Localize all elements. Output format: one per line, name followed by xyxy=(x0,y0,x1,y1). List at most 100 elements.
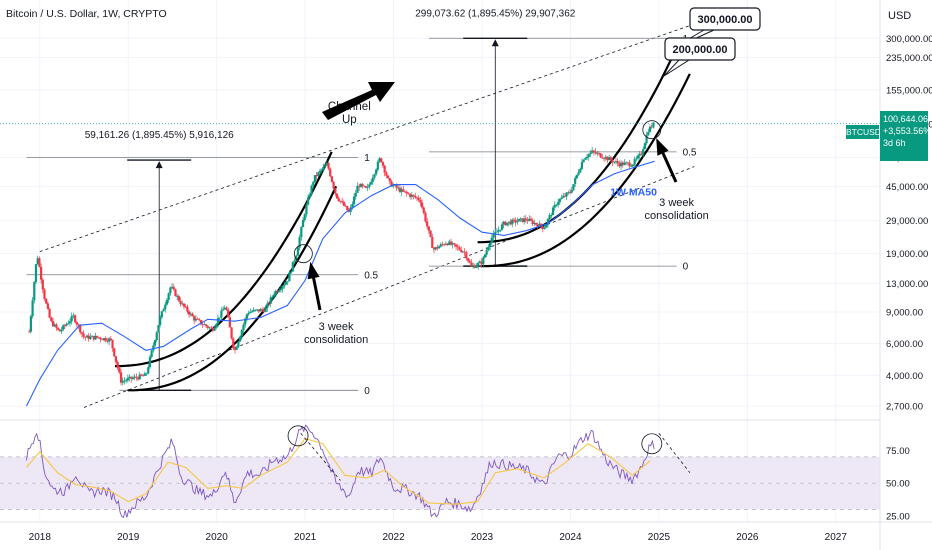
candle-down xyxy=(174,289,177,297)
rsi-series xyxy=(26,424,691,519)
candle-up xyxy=(157,325,160,333)
candle-up xyxy=(300,227,303,238)
fib-level-label: 1 xyxy=(364,153,370,164)
consolidation-arrow-head xyxy=(307,261,320,280)
price-tag-symbol: BTCUSD xyxy=(846,125,881,139)
candle-up xyxy=(164,304,167,310)
candle-up xyxy=(125,380,128,382)
candle-down xyxy=(334,188,337,194)
candle-up xyxy=(216,318,220,325)
candle-down xyxy=(276,290,279,292)
candle-down xyxy=(465,252,468,259)
candle-down xyxy=(104,338,107,341)
candle-down xyxy=(38,258,41,267)
candle-up xyxy=(160,311,163,318)
currency-selector[interactable]: USD xyxy=(888,10,912,22)
candle-down xyxy=(473,265,476,268)
candle-down xyxy=(92,335,95,340)
candle-up xyxy=(94,335,97,340)
candle-down xyxy=(198,319,201,321)
candle-up xyxy=(487,246,490,251)
candle-up xyxy=(492,233,495,238)
candle-up xyxy=(291,261,294,272)
candle-down xyxy=(463,251,466,253)
candle-down xyxy=(426,221,429,227)
candle-down xyxy=(315,175,318,177)
candle-up xyxy=(269,297,272,304)
candle-up xyxy=(619,162,623,167)
candle-up xyxy=(68,321,72,324)
candle-up xyxy=(281,286,284,289)
candle-down xyxy=(441,244,444,246)
candle-down xyxy=(335,193,339,199)
candle-up xyxy=(283,284,286,287)
candle-up xyxy=(517,219,521,222)
y-tick-label: 29,000.00 xyxy=(886,216,928,227)
candle-down xyxy=(640,153,643,155)
candle-down xyxy=(364,186,368,188)
candle-up xyxy=(546,218,550,225)
candle-up xyxy=(582,159,585,163)
candle-down xyxy=(96,335,99,338)
y-tick-label: 4,000.00 xyxy=(886,371,923,382)
consolidation-arrow-head xyxy=(656,138,669,156)
candle-up xyxy=(301,220,305,228)
candle-up xyxy=(218,317,221,319)
candle-down xyxy=(412,194,415,196)
price-tag-countdown: 3d 6h xyxy=(883,138,906,148)
candle-up xyxy=(478,261,482,263)
candle-down xyxy=(415,197,419,199)
candle-down xyxy=(206,326,209,328)
y-tick-label: 300,000.00 xyxy=(886,34,932,45)
candle-down xyxy=(592,150,595,152)
candle-up xyxy=(85,335,89,338)
candle-up xyxy=(519,218,522,220)
candle-down xyxy=(199,320,203,325)
candle-down xyxy=(536,224,539,228)
candle-up xyxy=(489,243,492,247)
candle-up xyxy=(376,161,379,170)
candle-down xyxy=(541,226,544,230)
candle-down xyxy=(63,325,67,327)
candle-up xyxy=(273,294,276,297)
rsi-trend-line xyxy=(300,432,341,481)
candle-down xyxy=(56,327,60,330)
candle-down xyxy=(211,328,214,331)
candle-down xyxy=(204,324,208,327)
candle-up xyxy=(630,166,633,167)
candle-up xyxy=(437,246,441,249)
candle-up xyxy=(278,290,281,292)
candle-down xyxy=(429,230,432,237)
candle-down xyxy=(386,175,390,179)
candle-up xyxy=(354,192,357,197)
candle-down xyxy=(39,266,43,280)
candle-down xyxy=(109,338,112,340)
candle-down xyxy=(529,218,533,221)
candle-up xyxy=(67,323,70,324)
candle-up xyxy=(170,286,174,288)
target-box xyxy=(689,7,761,31)
candle-up xyxy=(538,223,541,228)
candle-up xyxy=(221,309,225,311)
candle-up xyxy=(614,161,618,162)
candle-down xyxy=(468,260,471,263)
candle-up xyxy=(494,232,497,234)
candle-down xyxy=(597,152,601,154)
candle-up xyxy=(296,247,300,256)
candle-up xyxy=(608,157,611,161)
candle-up xyxy=(322,166,325,170)
candle-up xyxy=(238,336,242,342)
candle-up xyxy=(318,170,322,173)
candle-down xyxy=(407,193,410,195)
y-tick-label: 45,000.00 xyxy=(886,182,928,193)
candle-up xyxy=(320,169,323,171)
price-tag-price: 100,644.06 xyxy=(883,114,929,124)
candle-down xyxy=(191,313,194,317)
candle-up xyxy=(502,221,505,225)
candle-down xyxy=(28,331,31,333)
x-tick-label: 2026 xyxy=(736,532,759,543)
candle-down xyxy=(48,308,51,318)
trend-arrow xyxy=(322,82,395,120)
